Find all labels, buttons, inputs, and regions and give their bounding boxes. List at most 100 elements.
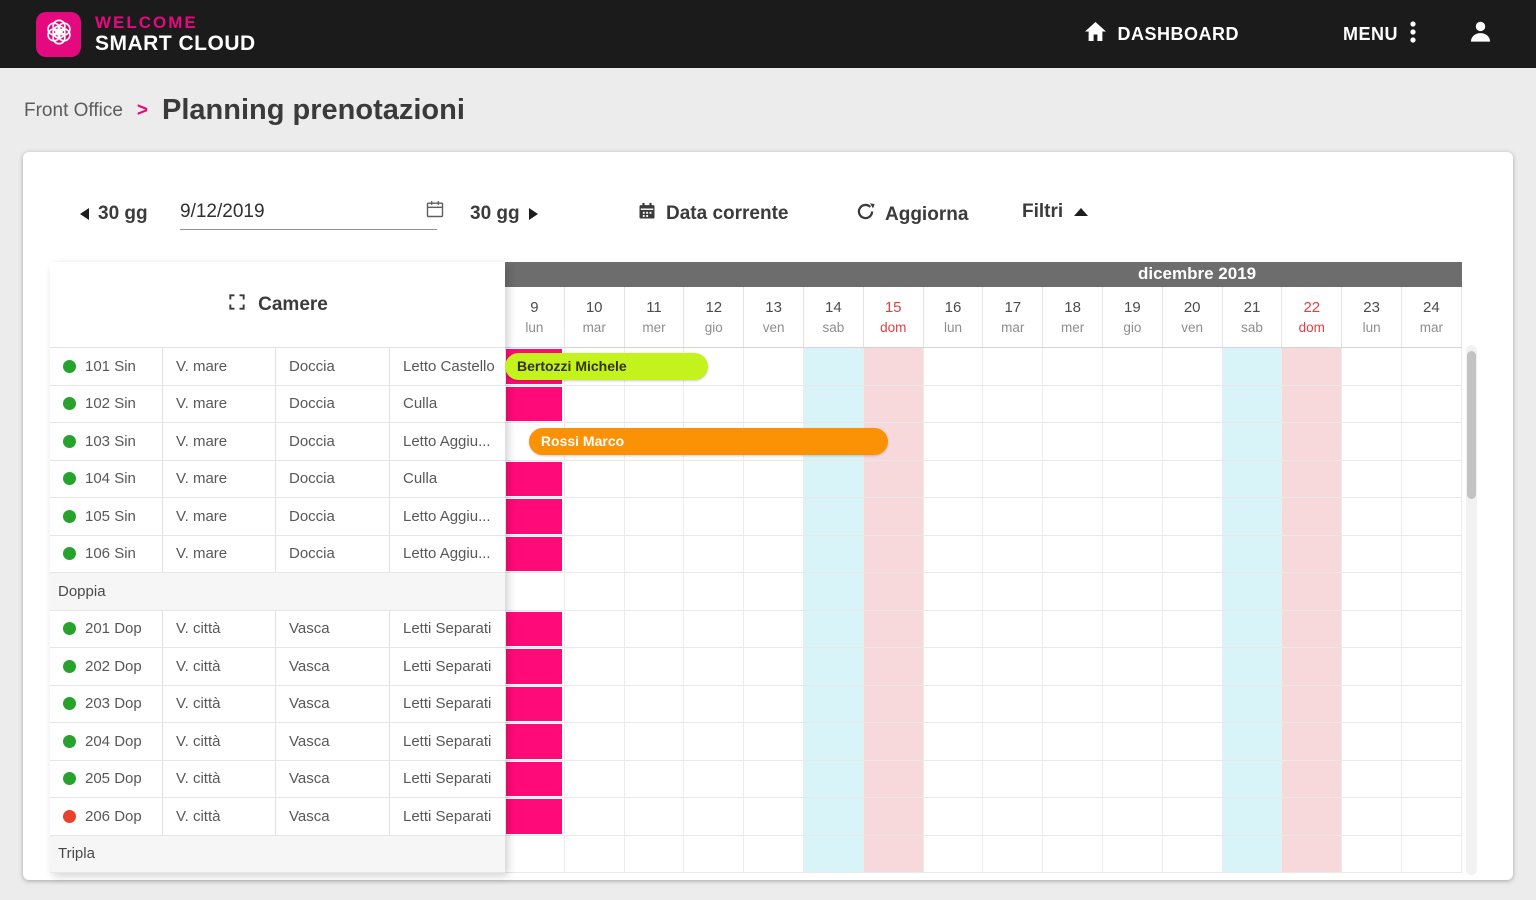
day-header-cell-20: 20 ven bbox=[1163, 287, 1223, 347]
day-number: 16 bbox=[944, 299, 962, 316]
day-name: ven bbox=[1181, 320, 1204, 335]
filtri-button[interactable]: Filtri bbox=[1022, 201, 1089, 223]
room-row-103-sin[interactable]: 103 Sin V. mare Doccia Letto Aggiu... bbox=[50, 423, 505, 461]
grid-row-202-dop[interactable] bbox=[505, 648, 1462, 686]
grid-section-row-tripla[interactable] bbox=[505, 836, 1462, 873]
grid-row-206-dop[interactable] bbox=[505, 798, 1462, 836]
grid-column-23 bbox=[1342, 348, 1402, 873]
day-header-cell-23: 23 lun bbox=[1342, 287, 1402, 347]
calendar-outline-icon[interactable] bbox=[425, 199, 445, 224]
breadcrumb-front-office[interactable]: Front Office bbox=[24, 99, 123, 121]
room-number: 104 Sin bbox=[85, 470, 136, 488]
room-row-203-dop[interactable]: 203 Dop V. città Vasca Letti Separati bbox=[50, 685, 505, 723]
room-bath: Doccia bbox=[276, 498, 390, 535]
room-bed: Letti Separati bbox=[403, 620, 492, 638]
room-number: 105 Sin bbox=[85, 507, 136, 525]
app-logo[interactable] bbox=[36, 11, 81, 57]
grid-row-205-dop[interactable] bbox=[505, 761, 1462, 798]
day-header-cell-16: 16 lun bbox=[924, 287, 984, 347]
room-status-dot bbox=[63, 697, 76, 711]
room-view: V. mare bbox=[163, 385, 276, 422]
nav-dashboard[interactable]: DASHBOARD bbox=[1084, 21, 1240, 47]
day-header-cell-17: 17 mar bbox=[983, 287, 1044, 347]
grid-row-203-dop[interactable] bbox=[505, 686, 1462, 723]
room-bath: Vasca bbox=[276, 685, 390, 722]
aggiorna-button[interactable]: Aggiorna bbox=[855, 201, 968, 228]
day-name: sab bbox=[1241, 320, 1263, 335]
grid-row-105-sin[interactable] bbox=[505, 498, 1462, 536]
room-row-105-sin[interactable]: 105 Sin V. mare Doccia Letto Aggiu... bbox=[50, 498, 505, 536]
room-bed: Culla bbox=[403, 395, 438, 413]
room-row-101-sin[interactable]: 101 Sin V. mare Doccia Letto Castello bbox=[50, 348, 505, 386]
grid-row-103-sin[interactable] bbox=[505, 423, 1462, 461]
grid-row-102-sin[interactable] bbox=[505, 386, 1462, 423]
room-row-106-sin[interactable]: 106 Sin V. mare Doccia Letto Aggiu... bbox=[50, 535, 505, 573]
day-name: mar bbox=[582, 320, 606, 335]
occupied-cell-102-sin[interactable] bbox=[506, 386, 562, 421]
top-bar: WELCOME SMART CLOUD DASHBOARD MENU bbox=[0, 0, 1536, 68]
room-row-205-dop[interactable]: 205 Dop V. città Vasca Letti Separati bbox=[50, 760, 505, 798]
grid-row-201-dop[interactable] bbox=[505, 611, 1462, 648]
booking-bar-rossi-marco[interactable]: Rossi Marco bbox=[528, 428, 888, 455]
grid-row-106-sin[interactable] bbox=[505, 536, 1462, 573]
room-view: V. città bbox=[163, 610, 276, 647]
booking-bar-bertozzi-michele[interactable]: Bertozzi Michele bbox=[505, 353, 709, 380]
room-view: V. città bbox=[163, 798, 276, 835]
vertical-scrollbar[interactable] bbox=[1466, 345, 1477, 875]
room-status-dot bbox=[63, 772, 76, 786]
day-header-cell-13: 13 ven bbox=[744, 287, 804, 347]
data-corrente-button[interactable]: Data corrente bbox=[637, 201, 789, 227]
day-header-cell-15: 15 dom bbox=[864, 287, 924, 347]
nav-menu[interactable]: MENU bbox=[1343, 20, 1417, 49]
scrollbar-thumb[interactable] bbox=[1467, 351, 1476, 499]
month-label: dicembre 2019 bbox=[1138, 264, 1257, 283]
occupied-cell-203-dop[interactable] bbox=[506, 686, 562, 721]
room-id-cell: 106 Sin bbox=[50, 535, 163, 572]
expand-corners-icon bbox=[227, 292, 247, 318]
nav-account[interactable] bbox=[1467, 18, 1494, 50]
room-bed: Letti Separati bbox=[403, 657, 492, 675]
day-number: 23 bbox=[1363, 299, 1380, 316]
occupied-cell-205-dop[interactable] bbox=[506, 761, 562, 796]
occupied-cell-206-dop[interactable] bbox=[506, 799, 562, 834]
room-row-202-dop[interactable]: 202 Dop V. città Vasca Letti Separati bbox=[50, 648, 505, 686]
date-input[interactable] bbox=[180, 200, 425, 223]
grid-row-104-sin[interactable] bbox=[505, 461, 1462, 498]
day-header-cell-11: 11 mer bbox=[625, 287, 685, 347]
room-row-206-dop[interactable]: 206 Dop V. città Vasca Letti Separati bbox=[50, 798, 505, 836]
room-row-204-dop[interactable]: 204 Dop V. città Vasca Letti Separati bbox=[50, 723, 505, 761]
occupied-cell-204-dop[interactable] bbox=[506, 724, 562, 759]
room-bath: Doccia bbox=[276, 535, 390, 572]
breadcrumb: Front Office Planning prenotazioni bbox=[24, 94, 465, 127]
room-section-doppia: Doppia bbox=[50, 573, 505, 611]
occupied-cell-105-sin[interactable] bbox=[506, 499, 562, 534]
room-number: 106 Sin bbox=[85, 545, 136, 563]
room-status-dot bbox=[63, 622, 76, 636]
room-status-dot bbox=[63, 547, 76, 561]
rooms-header-label: Camere bbox=[258, 293, 328, 315]
month-header-bar: dicembre 2019 bbox=[505, 262, 1462, 287]
day-header-cell-22: 22 dom bbox=[1282, 287, 1343, 347]
day-name: gio bbox=[704, 320, 723, 335]
room-row-104-sin[interactable]: 104 Sin V. mare Doccia Culla bbox=[50, 460, 505, 498]
room-number: 103 Sin bbox=[85, 432, 136, 450]
grid-column-12 bbox=[684, 348, 745, 873]
grid-column-22 bbox=[1282, 348, 1343, 873]
room-number: 206 Dop bbox=[85, 807, 142, 825]
grid-column-13 bbox=[744, 348, 804, 873]
room-row-201-dop[interactable]: 201 Dop V. città Vasca Letti Separati bbox=[50, 610, 505, 648]
user-icon bbox=[1467, 18, 1494, 50]
grid-row-204-dop[interactable] bbox=[505, 723, 1462, 761]
prev-30-days-button[interactable]: 30 gg bbox=[80, 203, 148, 225]
next-30-days-button[interactable]: 30 gg bbox=[470, 203, 538, 225]
grid-section-row-doppia[interactable] bbox=[505, 573, 1462, 611]
rooms-panel-header[interactable]: Camere bbox=[50, 262, 505, 348]
room-row-102-sin[interactable]: 102 Sin V. mare Doccia Culla bbox=[50, 385, 505, 423]
room-bath: Doccia bbox=[276, 423, 390, 460]
occupied-cell-106-sin[interactable] bbox=[506, 536, 562, 571]
brand-smart-cloud: SMART CLOUD bbox=[95, 31, 256, 55]
occupied-cell-201-dop[interactable] bbox=[506, 611, 562, 646]
occupied-cell-104-sin[interactable] bbox=[506, 461, 562, 496]
rooms-panel: Camere 101 Sin V. mare Doccia Letto Castell… bbox=[50, 262, 505, 873]
occupied-cell-202-dop[interactable] bbox=[506, 649, 562, 684]
